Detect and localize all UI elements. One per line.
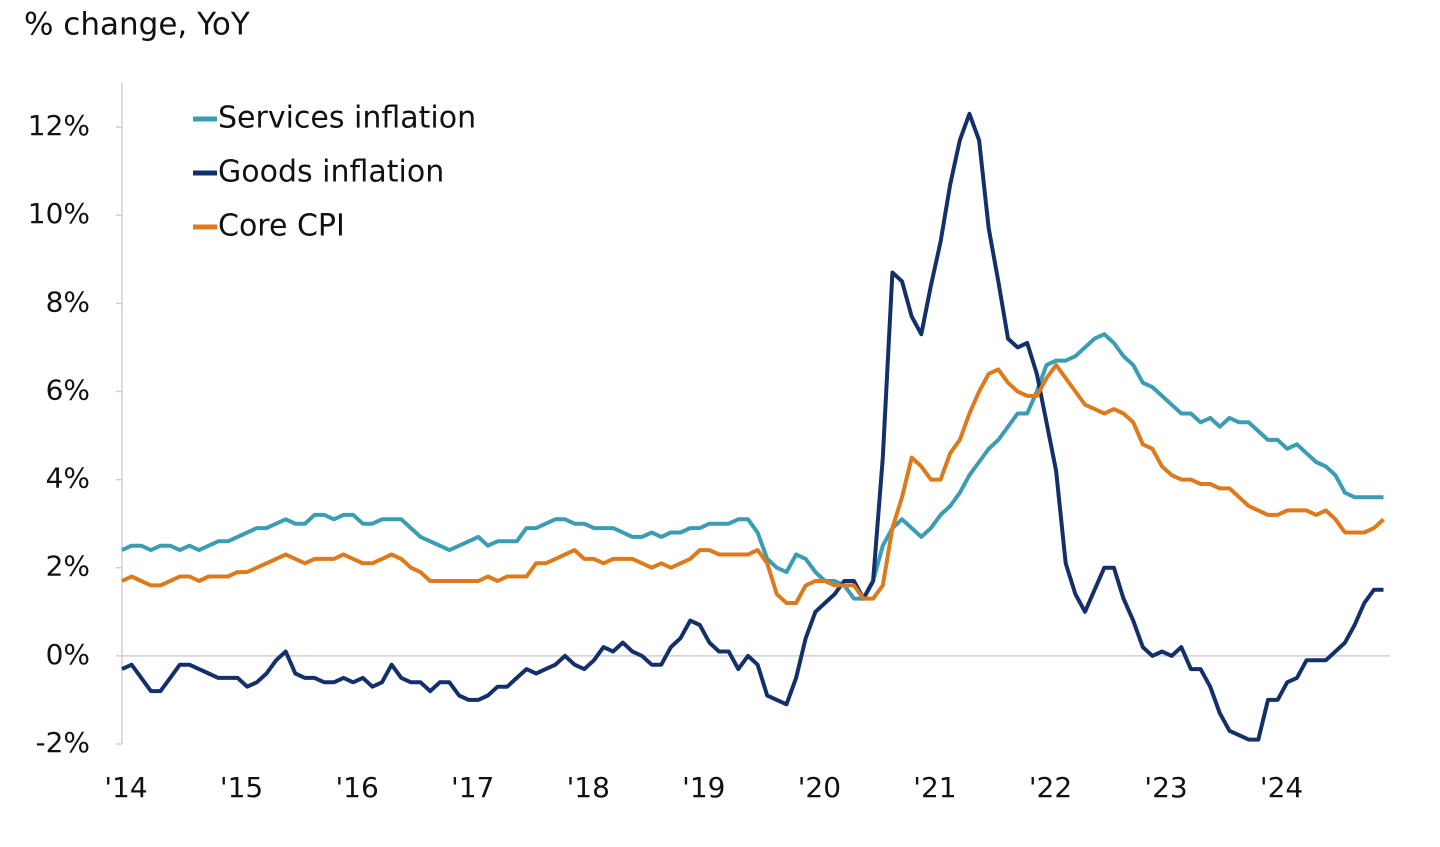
y-tick-label: 2% [46,550,90,583]
x-tick-label: '14 [104,771,147,804]
series-line [121,111,1384,742]
x-tick-label: '21 [913,771,956,804]
series-line [121,332,1384,601]
x-tick-label: '20 [798,771,841,804]
x-tick-label: '17 [451,771,494,804]
y-tick-label: 8% [46,285,90,318]
x-tick-label: '15 [220,771,263,804]
y-tick-label: -2% [35,726,90,759]
x-tick-label: '24 [1260,771,1303,804]
y-tick-label: 6% [46,373,90,406]
y-tick-label: 10% [28,197,90,230]
y-tick-label: 12% [28,109,90,142]
series-line [121,363,1385,605]
y-tick-label: 4% [46,462,90,495]
x-tick-label: '16 [335,771,378,804]
y-tick-label: 0% [46,638,90,671]
x-tick-label: '23 [1144,771,1187,804]
chart-title: % change, YoY [24,7,250,43]
x-tick-label: '18 [567,771,610,804]
legend-label: Goods inflation [218,155,444,190]
x-tick-label: '22 [1029,771,1072,804]
legend-label: Core CPI [218,209,345,244]
x-tick-label: '19 [682,771,725,804]
legend-label: Services inflation [218,101,476,136]
